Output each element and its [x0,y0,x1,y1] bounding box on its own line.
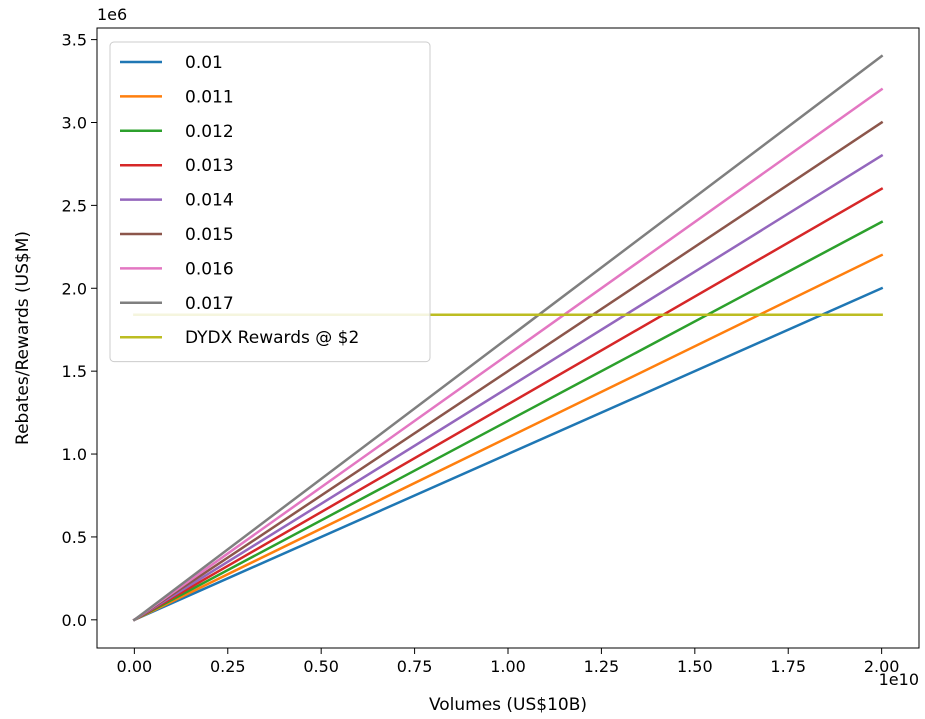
y-tick-label: 1.0 [62,445,87,464]
y-tick-label: 3.5 [62,31,87,50]
x-tick-label: 0.75 [397,657,433,676]
legend-label-0: 0.01 [185,53,223,73]
y-tick-label: 2.5 [62,196,87,215]
series-line-7 [132,54,884,622]
y-axis: 0.0 0.5 1.0 1.5 2.0 2.5 3.0 3.5 [62,31,97,630]
legend: 0.01 0.011 0.012 0.013 0.014 0.015 0.016 0.017 D… [109,41,431,363]
x-tick-label: 1.75 [770,657,806,676]
legend-label-3: 0.013 [185,156,234,176]
legend-label-7: 0.017 [185,294,234,314]
series-line-0 [132,286,884,622]
y-tick-label: 0.5 [62,528,87,547]
y-offset-label: 1e6 [97,5,127,24]
x-tick-label: 1.00 [490,657,526,676]
x-tick-label: 0.00 [117,657,153,676]
series-line-6 [132,87,884,622]
y-tick-label: 3.0 [62,113,87,132]
legend-label-2: 0.012 [185,122,234,142]
series-line-3 [132,187,884,622]
legend-label-1: 0.011 [185,87,234,107]
x-tick-label: 0.50 [303,657,339,676]
series-line-5 [132,120,884,622]
legend-label-5: 0.015 [185,225,234,245]
y-axis-label: Rebates/Rewards (US$M) [13,231,33,445]
y-tick-label: 0.0 [62,611,87,630]
x-axis-label: Volumes (US$10B) [429,695,587,715]
legend-label-4: 0.014 [185,191,234,211]
x-tick-label: 1.25 [584,657,620,676]
x-tick-label: 0.25 [210,657,246,676]
x-tick-label: 1.50 [677,657,713,676]
series-line-4 [132,153,884,622]
x-offset-label: 1e10 [879,670,919,689]
series-line-2 [132,220,884,622]
x-axis: 0.00 0.25 0.50 0.75 1.00 1.25 1.50 1.75 2.00 [117,648,900,676]
legend-box [109,41,431,363]
y-tick-label: 2.0 [62,279,87,298]
legend-label-6: 0.016 [185,259,234,279]
x-tick-label: 2.00 [864,657,900,676]
y-tick-label: 1.5 [62,362,87,381]
legend-label-8: DYDX Rewards @ $2 [185,328,359,348]
